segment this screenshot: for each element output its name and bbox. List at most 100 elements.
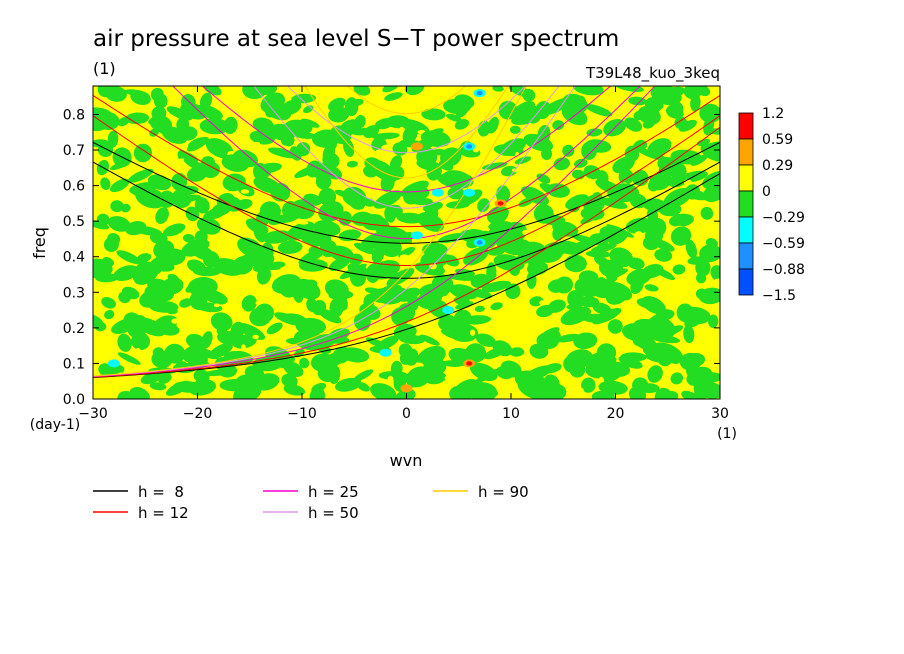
green-patch [203,86,222,96]
y-tick-label: 0.0 [63,392,85,408]
green-patch [249,130,276,145]
green-patch [149,382,167,391]
green-patch [101,297,116,309]
y-tick-label: 0.6 [63,179,85,195]
green-patch [354,242,376,255]
yellow-patch [659,285,668,292]
yellow-patch [713,278,720,284]
dispersion-curve-90 [304,86,509,179]
yellow-patch [598,376,604,384]
green-patch [462,315,492,325]
green-patch [668,172,690,188]
y-axis-label: freq [30,227,49,259]
colorbar-label: 0 [762,184,771,200]
yellow-patch [230,217,237,225]
green-patch [698,287,720,305]
green-patch [630,276,644,295]
green-patch [653,102,664,110]
green-patch [454,118,470,130]
green-patch [419,334,440,346]
yellow-patch [508,196,519,202]
yellow-patch [252,141,261,147]
green-patch [296,142,311,157]
green-patch [560,306,591,326]
colorbar-swatch [738,242,754,270]
green-patch [140,372,162,385]
green-patch [160,248,186,266]
green-patch [477,198,490,213]
x-tick-label: 30 [711,406,729,422]
colorbar-label: 1.2 [762,106,784,122]
green-patch [94,321,107,332]
yellow-patch [675,281,681,285]
spectral-peaks [107,89,507,393]
green-patch [447,273,479,281]
green-patch [645,353,667,363]
green-patch [480,391,499,399]
y-tick-label: 0.1 [63,356,85,372]
green-patch [672,264,686,275]
green-patch [104,310,115,320]
yellow-patch [703,228,712,233]
green-patch [153,93,168,109]
green-patch [540,247,564,263]
green-patch [268,261,286,269]
green-patch [136,317,165,337]
green-patch [283,384,306,396]
green-patch [555,276,573,294]
yellow-patch [375,149,385,153]
green-patch [209,343,233,359]
green-patch [402,125,418,145]
x-axis-label: wvn [390,451,423,470]
yellow-patch [241,344,246,351]
green-patch [350,98,364,107]
green-patch [277,240,303,254]
x-unit-label: (1) [717,426,737,442]
green-patch [446,201,470,209]
green-patch [103,237,119,253]
dispersion-curve-50 [287,86,526,154]
green-patch [449,323,479,343]
yellow-patch [298,221,309,225]
green-patch [110,200,124,213]
yellow-patch [399,254,409,259]
green-patch [695,272,707,284]
green-patch [651,238,675,252]
legend-label: h = 12 [138,504,189,522]
yellow-patch [231,93,236,98]
green-patch [147,174,172,191]
green-patch [453,94,475,109]
yellow-patch [384,104,389,110]
hot-spot [410,142,423,151]
green-patch [135,187,166,209]
green-patch [552,225,565,241]
green-patch [185,333,206,350]
green-patch [708,314,719,329]
green-patch [702,170,720,189]
green-patch [178,126,198,141]
green-patch [647,365,663,383]
green-patch [641,296,666,315]
yellow-patch [387,375,394,382]
green-patch [104,86,127,102]
x-axis: −30 −20 −10 0 10 20 30 [78,86,729,422]
green-patch [625,217,654,234]
cold-spot [379,348,392,357]
green-patch [612,156,635,174]
green-patch [585,250,611,258]
legend: h = 8 h = 12 h = 25 h = 50 h = 90 [93,483,529,522]
dispersion-curve-25 [93,86,656,378]
x-tick-label: 20 [607,406,625,422]
green-patch [693,381,720,399]
green-patch [179,150,199,162]
green-patch [246,250,275,266]
yellow-patch [444,375,454,381]
green-patch [455,301,474,310]
green-patch [232,256,254,275]
green-patch [666,104,685,119]
colorbar: 1.2 0.59 0.29 0 −0.29 −0.59 −0.88 −1.5 [738,106,805,304]
green-patch [97,142,114,158]
yellow-patch [500,314,509,318]
green-patch [107,216,131,232]
green-patch [346,160,358,168]
